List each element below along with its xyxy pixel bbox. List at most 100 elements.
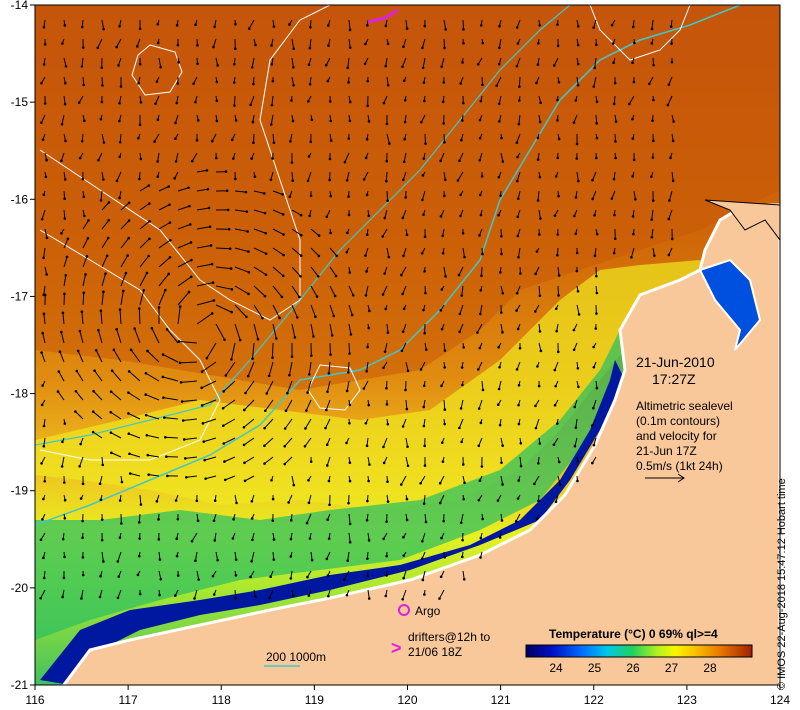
velocity-arrow-head — [537, 384, 541, 388]
colorbar-ticks: 24 25 26 27 28 — [549, 661, 717, 675]
velocity-arrow — [329, 247, 338, 257]
velocity-arrow-head — [280, 295, 284, 299]
velocity-arrow-head — [196, 119, 200, 122]
velocity-arrow — [130, 473, 141, 477]
velocity-arrow-head — [145, 433, 149, 437]
velocity-arrow-head — [460, 119, 464, 122]
velocity-arrow — [440, 152, 445, 162]
velocity-arrow-head — [366, 79, 370, 83]
velocity-arrow-head — [539, 217, 542, 220]
velocity-arrow-head — [269, 123, 273, 126]
velocity-arrow — [386, 323, 389, 333]
velocity-arrow — [343, 570, 350, 580]
velocity-arrow-head — [283, 427, 287, 430]
velocity-arrow-head — [78, 156, 82, 160]
velocity-arrow-head — [272, 141, 276, 145]
velocity-arrow-head — [63, 516, 67, 520]
velocity-arrow-head — [516, 42, 520, 45]
colorbar-tick-label: 25 — [588, 661, 602, 675]
velocity-arrow-head — [538, 294, 542, 298]
velocity-arrow-head — [196, 62, 199, 66]
velocity-arrow-head — [177, 340, 181, 343]
velocity-arrow-head — [120, 522, 123, 525]
velocity-arrow-head — [402, 45, 405, 49]
velocity-arrow-head — [442, 81, 446, 84]
velocity-arrow — [44, 228, 48, 238]
velocity-arrow-head — [500, 461, 503, 464]
velocity-arrow — [439, 494, 445, 504]
velocity-arrow-head — [310, 558, 314, 562]
velocity-arrow-head — [100, 66, 104, 69]
velocity-arrow-head — [458, 426, 461, 430]
velocity-arrow-head — [423, 593, 426, 596]
velocity-arrow-head — [109, 410, 113, 414]
velocity-arrow-head — [422, 424, 426, 428]
velocity-arrow-head — [634, 197, 637, 201]
velocity-arrow — [554, 361, 559, 371]
velocity-arrow — [154, 133, 160, 142]
velocity-arrow-head — [316, 274, 320, 278]
velocity-arrow-head — [479, 213, 483, 217]
velocity-arrow-head — [459, 521, 463, 524]
velocity-arrow-head — [328, 503, 331, 507]
velocity-arrow — [196, 313, 213, 325]
latitude-axis: -14 -15 -16 -17 -18 -19 -20 -21 — [11, 0, 35, 692]
velocity-arrow-head — [64, 273, 68, 277]
velocity-arrow — [82, 256, 88, 268]
velocity-arrow-head — [271, 519, 275, 522]
velocity-arrow-head — [556, 23, 559, 26]
velocity-arrow-head — [595, 122, 598, 125]
velocity-arrow — [59, 351, 65, 363]
velocity-arrow-head — [671, 179, 675, 183]
velocity-arrow — [593, 76, 597, 87]
velocity-arrow — [42, 332, 46, 344]
velocity-arrow — [272, 190, 283, 195]
velocity-arrow — [496, 76, 502, 86]
velocity-arrow-head — [421, 198, 424, 202]
kimberley-coast — [704, 199, 780, 241]
velocity-arrow-head — [518, 85, 521, 88]
velocity-arrow-head — [348, 46, 352, 49]
velocity-arrow — [386, 247, 390, 258]
velocity-arrow-head — [557, 137, 561, 141]
velocity-arrow-head — [117, 64, 120, 67]
velocity-arrow-head — [289, 140, 292, 143]
velocity-arrow — [95, 350, 103, 363]
velocity-arrow-head — [518, 346, 522, 350]
velocity-arrow-head — [498, 365, 501, 369]
velocity-arrow — [537, 190, 540, 201]
velocity-arrow-head — [421, 539, 424, 543]
velocity-arrow-head — [556, 98, 559, 102]
velocity-arrow-head — [518, 99, 521, 102]
argo-label: Argo — [415, 604, 441, 618]
velocity-arrow-head — [364, 294, 368, 297]
velocity-arrow — [420, 475, 426, 484]
velocity-arrow — [310, 266, 319, 277]
velocity-arrow-head — [481, 252, 484, 256]
velocity-arrow-head — [235, 501, 238, 505]
velocity-arrow — [304, 437, 312, 447]
velocity-arrow-head — [481, 517, 484, 521]
velocity-arrow-head — [202, 440, 206, 443]
velocity-arrow — [211, 133, 217, 142]
velocity-arrow-head — [348, 352, 351, 355]
velocity-arrow-head — [252, 141, 255, 145]
velocity-arrow-head — [501, 331, 504, 334]
velocity-arrow — [175, 152, 179, 162]
velocity-arrow-head — [102, 560, 105, 563]
velocity-arrow-head — [251, 120, 255, 124]
velocity-arrow — [111, 452, 122, 458]
velocity-arrow-head — [215, 99, 219, 103]
velocity-arrow — [423, 494, 426, 504]
velocity-arrow-head — [138, 62, 142, 66]
velocity-arrow — [206, 342, 217, 359]
velocity-arrow — [400, 266, 407, 276]
velocity-arrow-head — [406, 369, 410, 373]
velocity-arrow-head — [515, 141, 519, 144]
velocity-arrow — [478, 437, 483, 446]
velocity-arrow-head — [192, 82, 195, 85]
velocity-arrow-head — [116, 596, 120, 600]
velocity-arrow-head — [460, 294, 464, 297]
velocity-arrow — [158, 57, 162, 68]
velocity-arrow-head — [480, 175, 484, 178]
